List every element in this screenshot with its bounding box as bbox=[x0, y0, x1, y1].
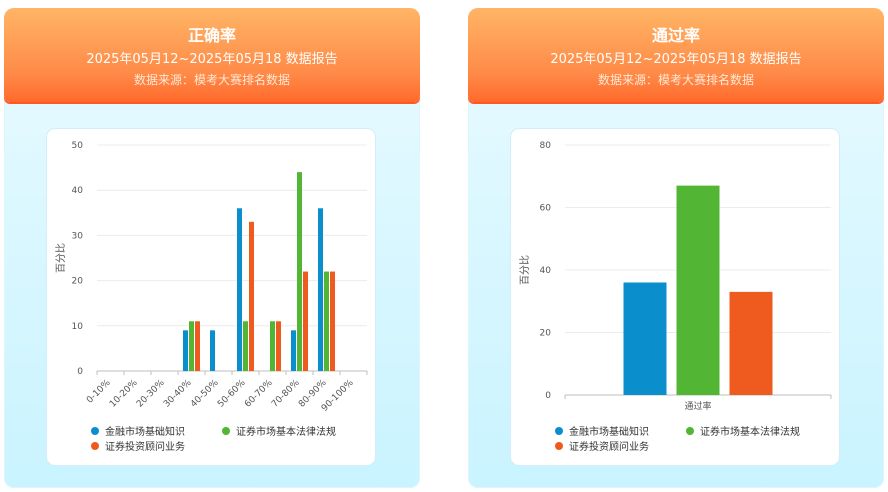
legend-label: 证券市场基本法律法规 bbox=[236, 427, 336, 438]
bar bbox=[183, 330, 188, 371]
legend-label: 金融市场基础知识 bbox=[105, 427, 185, 438]
x-tick-label: 通过率 bbox=[684, 400, 711, 412]
y-axis-title: 百分比 bbox=[519, 255, 531, 285]
bar bbox=[189, 321, 194, 371]
bar bbox=[243, 321, 248, 371]
bar bbox=[330, 271, 335, 371]
legend-color-dot bbox=[555, 426, 563, 435]
bar bbox=[324, 271, 329, 371]
panel-source: 数据来源：模考大赛排名数据 bbox=[597, 73, 754, 87]
y-tick-label: 40 bbox=[540, 266, 552, 276]
y-tick-label: 80 bbox=[540, 141, 552, 151]
bar bbox=[291, 330, 296, 371]
legend-color-dot bbox=[91, 441, 99, 450]
accuracy-header: 正确率 2025年05月12~2025年05月18 数据报告 数据来源：模考大赛… bbox=[4, 8, 420, 102]
y-tick-label: 50 bbox=[72, 141, 84, 151]
legend-color-dot bbox=[555, 441, 563, 450]
bar bbox=[276, 321, 281, 371]
pass-rate-header: 通过率 2025年05月12~2025年05月18 数据报告 数据来源：模考大赛… bbox=[468, 8, 884, 102]
panel-subtitle: 2025年05月12~2025年05月18 数据报告 bbox=[86, 52, 338, 67]
bar bbox=[237, 208, 242, 371]
legend-label: 证券投资顾问业务 bbox=[105, 442, 185, 453]
y-tick-label: 40 bbox=[72, 186, 84, 196]
x-tick-label: 60-70% bbox=[243, 378, 275, 410]
bar bbox=[729, 291, 773, 395]
bar bbox=[210, 330, 215, 371]
y-tick-label: 0 bbox=[77, 367, 83, 377]
legend-label: 证券投资顾问业务 bbox=[569, 442, 649, 453]
accuracy-panel: 正确率 2025年05月12~2025年05月18 数据报告 数据来源：模考大赛… bbox=[4, 8, 420, 488]
x-tick-label: 20-30% bbox=[135, 378, 167, 410]
y-axis-title: 百分比 bbox=[55, 243, 67, 273]
legend-label: 金融市场基础知识 bbox=[569, 427, 649, 438]
pass-rate-chart-card: 0 20 40 60 80 百分比通过率 金融市场基础知识 证券市场基本法律法规证券投资顾问… bbox=[511, 129, 839, 465]
accuracy-chart: 01020304050百分比0-10%10-20%20-30%30-40%40-… bbox=[55, 141, 368, 414]
bar bbox=[297, 172, 302, 371]
bar bbox=[249, 221, 254, 371]
y-tick-label: 0 bbox=[545, 391, 551, 401]
accuracy-chart-card: 0 10 20 30 40 50 百分比 0-10% 10-20% 20-30% 30-40% 40-… bbox=[47, 129, 375, 465]
legend-item[interactable]: 证券市场基本法律法规 bbox=[686, 423, 800, 438]
panel-subtitle: 2025年05月12~2025年05月18 数据报告 bbox=[550, 52, 802, 67]
bar bbox=[623, 282, 667, 395]
bar bbox=[270, 321, 275, 371]
y-tick-label: 30 bbox=[72, 231, 84, 241]
legend-color-dot bbox=[91, 426, 99, 435]
x-tick-label: 70-80% bbox=[270, 378, 302, 410]
panel-title: 通过率 bbox=[651, 26, 700, 45]
legend-color-dot bbox=[222, 426, 230, 435]
legend-item[interactable]: 金融市场基础知识 bbox=[91, 423, 185, 438]
bar bbox=[318, 208, 323, 371]
bar bbox=[195, 321, 200, 371]
y-tick-label: 20 bbox=[540, 329, 552, 339]
legend-item[interactable]: 证券投资顾问业务 bbox=[555, 438, 649, 453]
pass-rate-panel: 通过率 2025年05月12~2025年05月18 数据报告 数据来源：模考大赛… bbox=[468, 8, 884, 488]
bar bbox=[676, 185, 720, 395]
x-tick-label: 10-20% bbox=[108, 378, 140, 410]
panel-source: 数据来源：模考大赛排名数据 bbox=[133, 73, 290, 87]
legend-item[interactable]: 证券投资顾问业务 bbox=[91, 438, 185, 453]
panel-title: 正确率 bbox=[187, 26, 236, 45]
legend-color-dot bbox=[686, 426, 694, 435]
y-tick-label: 20 bbox=[72, 277, 84, 287]
y-tick-label: 60 bbox=[540, 204, 552, 214]
legend-item[interactable]: 金融市场基础知识 bbox=[555, 423, 649, 438]
legend-item[interactable]: 证券市场基本法律法规 bbox=[222, 423, 336, 438]
x-tick-label: 40-50% bbox=[189, 378, 221, 410]
x-tick-label: 30-40% bbox=[162, 378, 194, 410]
y-tick-label: 10 bbox=[72, 322, 84, 332]
bar bbox=[303, 271, 308, 371]
legend-label: 证券市场基本法律法规 bbox=[700, 427, 800, 438]
x-tick-label: 50-60% bbox=[216, 378, 248, 410]
